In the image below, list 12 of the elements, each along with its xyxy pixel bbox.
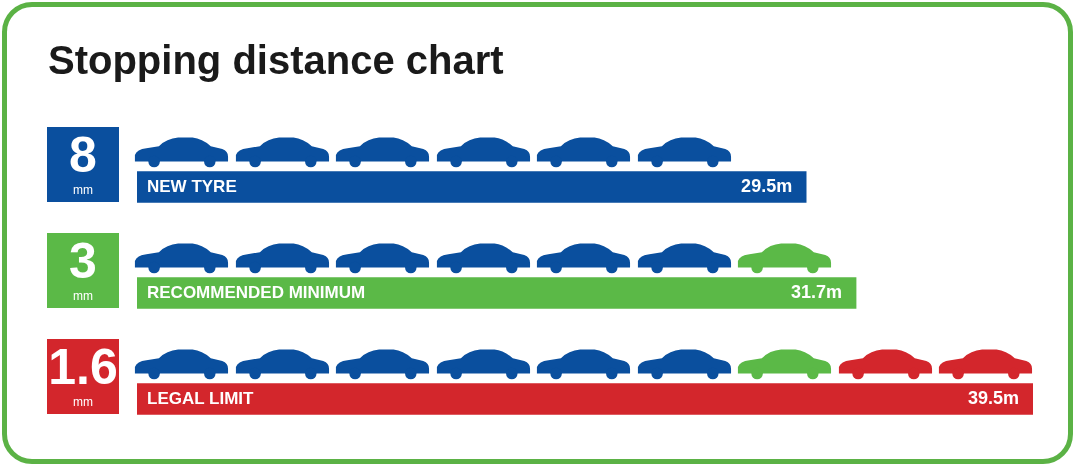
size-badge: 1.6 mm bbox=[47, 339, 119, 414]
y-tick-label: 3 mm bbox=[68, 233, 98, 303]
data-label: 39.5m bbox=[967, 387, 1019, 408]
size-badge: 8 mm bbox=[47, 127, 119, 202]
annotation: LEGAL LIMIT bbox=[147, 388, 255, 408]
chart-title: Stopping distance chart bbox=[48, 38, 504, 83]
data-label: 31.7m bbox=[791, 281, 843, 302]
annotation: NEW TYRE bbox=[147, 176, 237, 196]
annotation: RECOMMENDED MINIMUM bbox=[147, 282, 366, 302]
y-tick-label: 8 mm bbox=[68, 127, 98, 197]
size-badge: 3 mm bbox=[47, 233, 119, 308]
data-label: 29.5m bbox=[741, 175, 793, 196]
